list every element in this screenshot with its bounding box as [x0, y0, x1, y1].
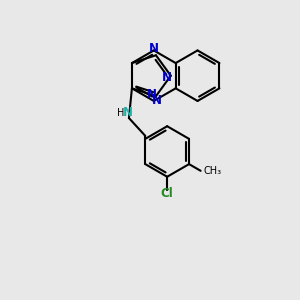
Text: CH₃: CH₃: [204, 166, 222, 176]
Text: N: N: [149, 42, 159, 55]
Text: N: N: [146, 88, 157, 101]
Text: Cl: Cl: [161, 187, 173, 200]
Text: N: N: [152, 94, 162, 107]
Text: H: H: [117, 108, 124, 118]
Text: N: N: [122, 106, 133, 119]
Text: N: N: [162, 71, 172, 84]
